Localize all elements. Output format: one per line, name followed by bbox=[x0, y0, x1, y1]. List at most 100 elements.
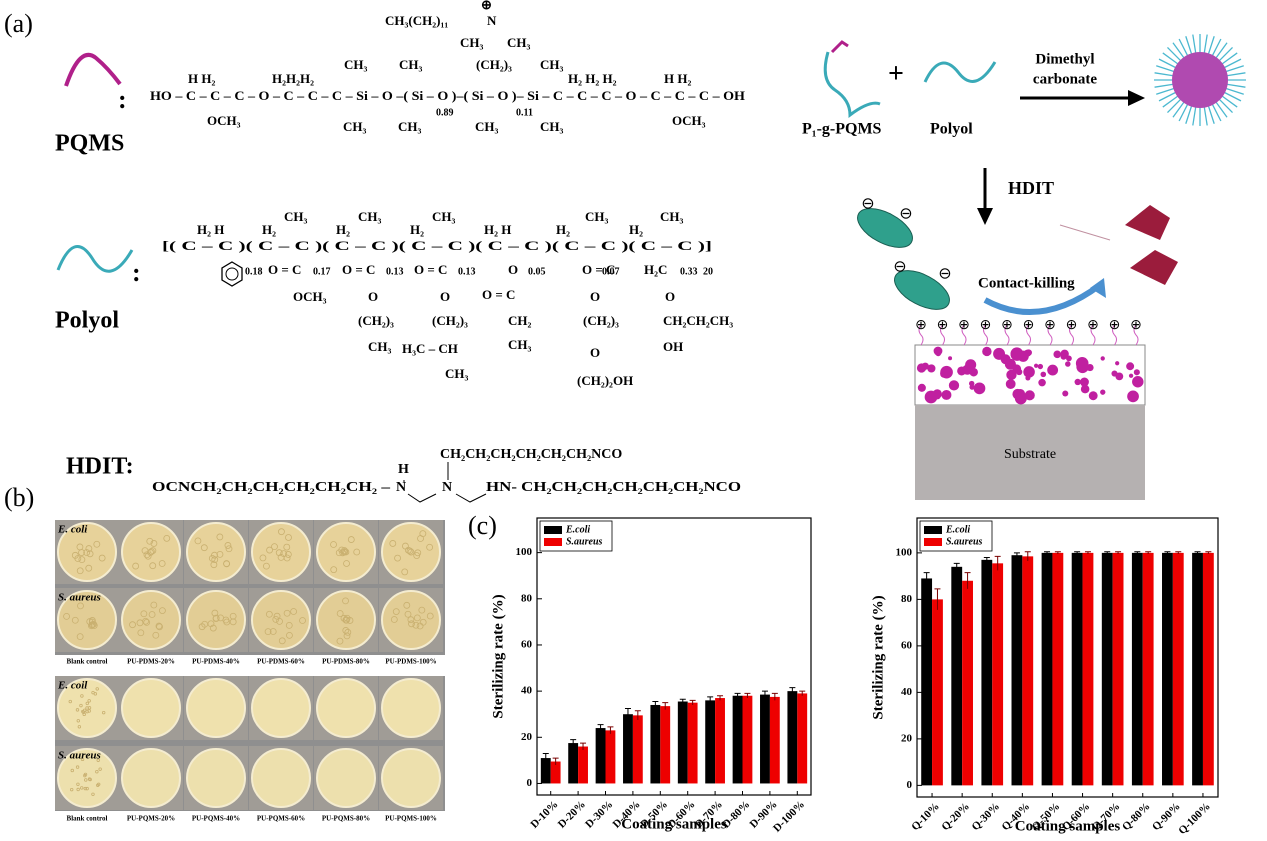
error-bar bbox=[707, 696, 714, 704]
petri-dish bbox=[121, 590, 181, 650]
surface-charge: ⊕ bbox=[1109, 318, 1121, 333]
plot-frame bbox=[916, 517, 1219, 798]
colony bbox=[407, 616, 415, 624]
formula-text: H₂ H bbox=[484, 222, 511, 237]
colony bbox=[285, 534, 292, 541]
formula-text: CH₃ bbox=[284, 209, 308, 224]
sample-label: PU-PDMS-20% bbox=[127, 658, 175, 666]
colony bbox=[144, 552, 152, 560]
sample-label: PU-PDMS-80% bbox=[322, 658, 370, 666]
nano-chain bbox=[1223, 58, 1242, 69]
nano-chain bbox=[1215, 42, 1228, 59]
formula-text: CH₃ bbox=[507, 35, 531, 50]
legend-label: E.coli bbox=[565, 524, 590, 535]
colony bbox=[342, 597, 349, 605]
colony bbox=[155, 622, 163, 630]
error-bar bbox=[1205, 551, 1212, 555]
coating-particle bbox=[1033, 363, 1039, 368]
pqms-icon bbox=[64, 52, 122, 87]
row-label: E. coil bbox=[57, 680, 88, 692]
scheme-label: ⊖ bbox=[899, 206, 912, 223]
coating-particle bbox=[1128, 373, 1134, 378]
surface-charge: ⊕ bbox=[958, 318, 970, 333]
colony bbox=[76, 787, 80, 792]
colony bbox=[273, 612, 281, 620]
legend-swatch bbox=[544, 526, 562, 534]
colony bbox=[414, 549, 422, 557]
colony bbox=[284, 551, 292, 558]
sample-label: PU-PDMS-100% bbox=[385, 658, 436, 666]
colony bbox=[194, 537, 202, 545]
colony bbox=[95, 687, 99, 691]
y-tick-label: 20 bbox=[521, 731, 533, 743]
formula-text: OCNCH₂CH₂CH₂CH₂CH₂CH₂ – bbox=[152, 480, 391, 495]
colony bbox=[338, 546, 346, 554]
formula-text: O bbox=[590, 289, 600, 304]
colony bbox=[353, 548, 361, 556]
coating-particle bbox=[1010, 347, 1024, 361]
nano-core bbox=[1172, 52, 1228, 108]
colony bbox=[142, 617, 150, 625]
nano-chain bbox=[1167, 98, 1182, 113]
colony bbox=[265, 610, 273, 618]
row-label: E. coli bbox=[57, 524, 88, 536]
coating-particle bbox=[973, 382, 986, 395]
error-bar bbox=[1134, 551, 1141, 555]
colony bbox=[159, 607, 166, 614]
formula-text: H₂ H₂ H₂ bbox=[568, 71, 617, 86]
scheme-label: Contact-killing bbox=[978, 275, 1075, 291]
surface-charge: ⊕ bbox=[915, 318, 927, 333]
formula-text: N bbox=[487, 13, 497, 28]
colony bbox=[80, 757, 85, 762]
colony bbox=[76, 719, 80, 723]
formula-text: CH₃ bbox=[368, 339, 392, 354]
colony bbox=[401, 568, 409, 576]
colony bbox=[80, 694, 84, 698]
coating-particle bbox=[924, 390, 938, 404]
colony bbox=[277, 553, 285, 561]
sample-label: PU-PQMS-60% bbox=[257, 815, 305, 823]
sample-label: PU-PQMS-100% bbox=[385, 815, 437, 823]
colony bbox=[90, 622, 98, 629]
colony bbox=[85, 564, 93, 572]
error-bar bbox=[1145, 551, 1152, 555]
nano-chain bbox=[1192, 106, 1197, 126]
colony bbox=[285, 621, 293, 629]
nano-chain bbox=[1218, 47, 1233, 62]
bar bbox=[760, 694, 770, 784]
panel-label: (a) bbox=[4, 9, 33, 38]
colony bbox=[149, 562, 157, 570]
colony bbox=[93, 692, 98, 696]
petri-dish bbox=[251, 678, 311, 738]
curved-arrow bbox=[983, 282, 1102, 315]
colony bbox=[63, 612, 70, 620]
bar bbox=[660, 706, 671, 784]
colony bbox=[101, 710, 106, 715]
coating-particle bbox=[1115, 361, 1120, 366]
colony bbox=[68, 699, 72, 704]
colony bbox=[85, 701, 89, 706]
bar bbox=[605, 730, 616, 784]
scheme-label: ⊖ bbox=[893, 259, 906, 276]
surface-charge: ⊕ bbox=[980, 318, 992, 333]
legend-label: S.aureus bbox=[566, 536, 603, 547]
nano-chain bbox=[1225, 65, 1244, 73]
nano-chain bbox=[1154, 83, 1174, 88]
error-bar bbox=[634, 710, 641, 720]
colony bbox=[96, 758, 100, 762]
y-tick-label: 40 bbox=[901, 686, 913, 698]
error-bar bbox=[1054, 551, 1061, 555]
surface-chain bbox=[1133, 324, 1139, 346]
coating-particle bbox=[1079, 377, 1089, 387]
petri-dish bbox=[316, 522, 376, 582]
coating-particle bbox=[1135, 380, 1141, 386]
formula-text: O = C bbox=[342, 262, 375, 277]
error-bar bbox=[934, 588, 941, 610]
coating-particle bbox=[1037, 363, 1044, 370]
colony bbox=[149, 547, 157, 555]
nano-chain bbox=[1203, 106, 1208, 126]
formula-text: (CH₂)₃ bbox=[476, 57, 512, 72]
y-axis-title: Sterilizing rate (%) bbox=[490, 594, 506, 718]
error-bar bbox=[799, 690, 806, 696]
bar bbox=[787, 691, 798, 784]
